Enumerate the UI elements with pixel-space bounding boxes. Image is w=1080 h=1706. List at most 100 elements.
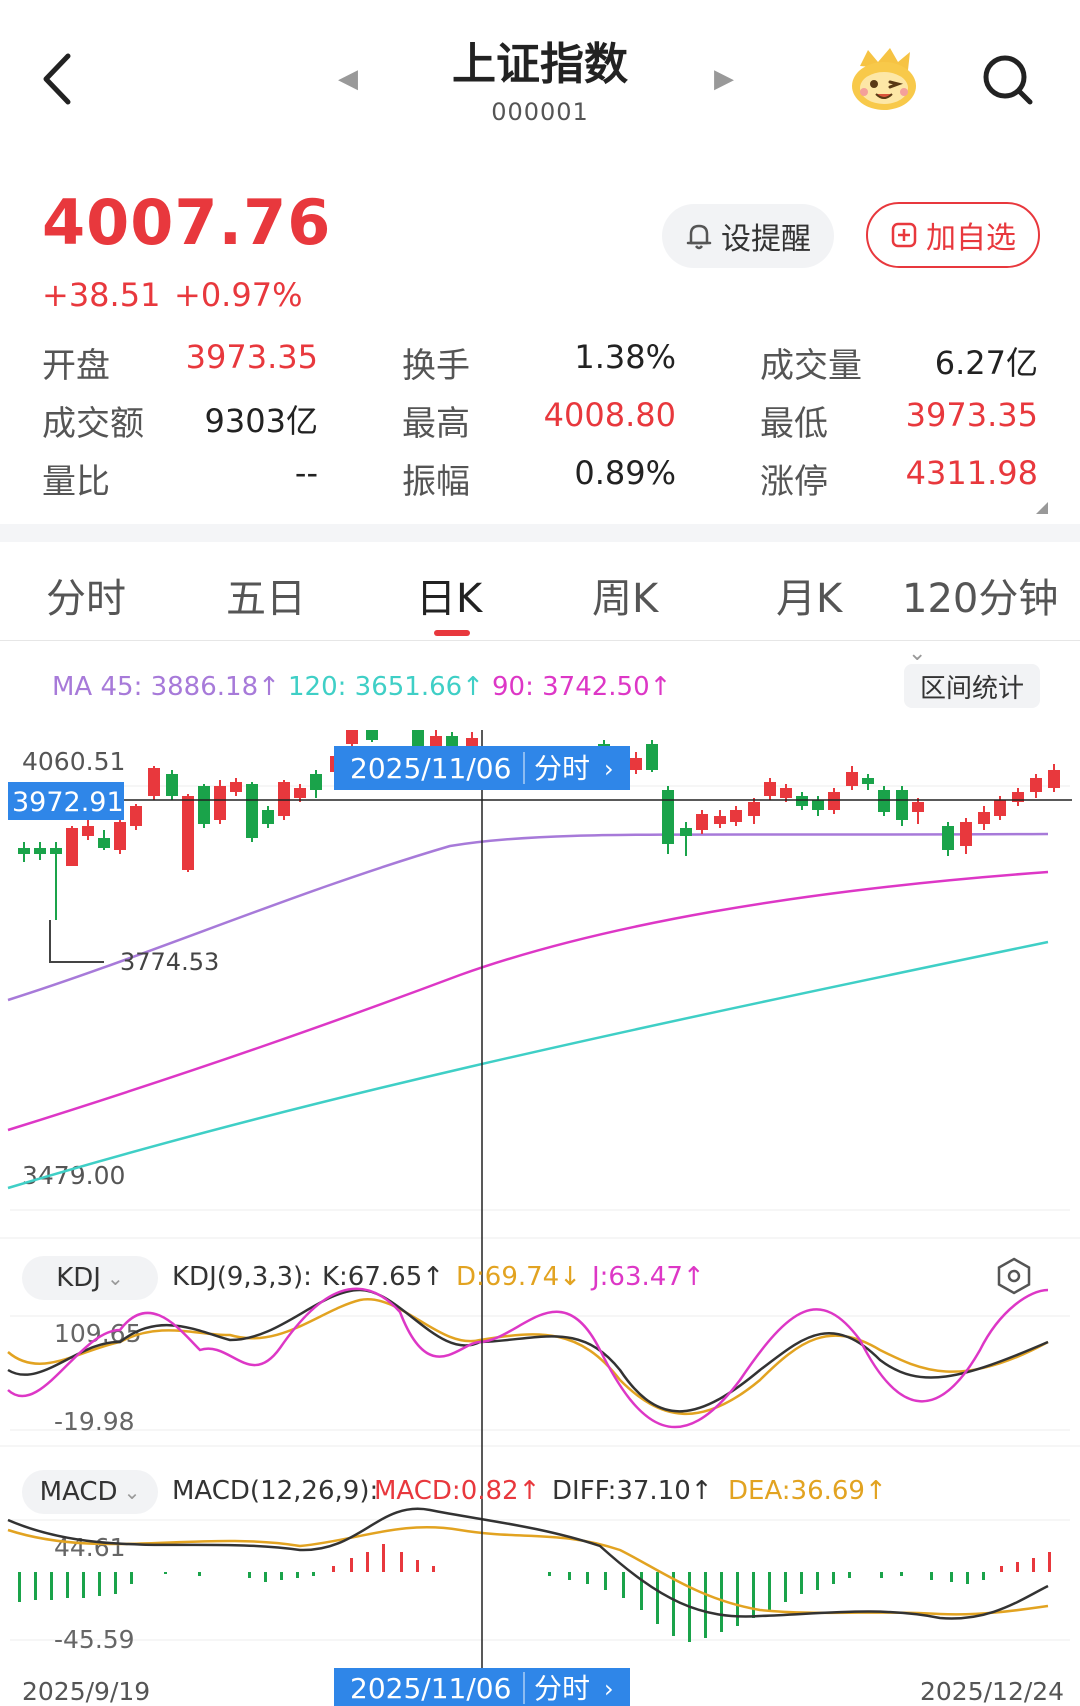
- kdj-k-value: K:67.65↑: [322, 1262, 445, 1292]
- indicator-settings-button[interactable]: [994, 1256, 1034, 1296]
- stat-label: 成交量: [760, 346, 862, 386]
- stat-value: 3973.35: [185, 338, 318, 376]
- next-index-arrow[interactable]: ▶: [714, 64, 734, 94]
- candle-body: [878, 790, 890, 812]
- cursor-date-tag-top[interactable]: 2025/11/06 分时 ›: [334, 746, 630, 790]
- macd-bar: [432, 1566, 435, 1572]
- macd-bar: [848, 1572, 851, 1578]
- chevron-down-icon: ⌄: [123, 1480, 141, 1504]
- macd-bar: [248, 1572, 251, 1578]
- candle-body: [1012, 792, 1024, 802]
- tab-120-minute[interactable]: 120分钟 ⌄: [902, 566, 1080, 670]
- candle-body: [346, 730, 358, 744]
- add-to-watchlist-button[interactable]: 加自选: [866, 202, 1040, 268]
- candle-body: [828, 792, 840, 810]
- tab-intraday[interactable]: 分时: [46, 576, 126, 622]
- macd-bar: [800, 1572, 803, 1594]
- cursor-intraday-link: 分时: [534, 752, 590, 785]
- bell-icon: [686, 224, 712, 250]
- cursor-date-tag-bottom[interactable]: 2025/11/06 分时 ›: [334, 1668, 630, 1706]
- tab-weekly-k[interactable]: 周K: [592, 576, 659, 622]
- tab-120-minute-label: 120分钟: [902, 576, 1059, 622]
- stock-chart-area[interactable]: 4060.51 3479.00 3774.53 109.65 -19.98 44…: [0, 730, 1080, 1706]
- stock-code: 000001: [491, 98, 589, 126]
- candle-body: [912, 802, 924, 812]
- macd-indicator-selector[interactable]: MACD ⌄: [22, 1470, 158, 1514]
- candle-body: [246, 784, 258, 838]
- macd-bar: [752, 1572, 755, 1618]
- tab-daily-k[interactable]: 日K: [416, 576, 483, 622]
- macd-bar: [66, 1572, 69, 1598]
- price-axis-max: 4060.51: [22, 747, 125, 776]
- expand-stats-corner[interactable]: [1036, 502, 1048, 514]
- kdj-indicator-selector[interactable]: KDJ ⌄: [22, 1256, 158, 1300]
- macd-dea-value: DEA:36.69↑: [728, 1476, 887, 1506]
- macd-bar: [880, 1572, 883, 1578]
- candle-body: [960, 822, 972, 846]
- stat-label: 换手: [402, 346, 470, 386]
- candle-body: [796, 796, 808, 806]
- candle-body: [994, 800, 1006, 816]
- kdj-params: KDJ(9,3,3):: [172, 1262, 312, 1292]
- ma45-line: [7, 832, 1049, 1002]
- candle-body: [18, 848, 30, 854]
- candle-body: [166, 774, 178, 796]
- macd-bar: [296, 1572, 299, 1578]
- price-change: +38.51: [42, 276, 161, 314]
- ma120-legend: 120: 3651.66↑: [288, 672, 484, 702]
- ma90-legend: 90: 3742.50↑: [492, 672, 672, 702]
- candle-body: [262, 810, 274, 824]
- stat-value: 4311.98: [905, 454, 1038, 492]
- kdj-j-value: J:63.47↑: [592, 1262, 705, 1292]
- tab-monthly-k[interactable]: 月K: [776, 576, 843, 622]
- macd-bar: [736, 1572, 739, 1626]
- search-icon: [983, 55, 1033, 105]
- macd-bar: [1000, 1566, 1003, 1572]
- macd-bar: [366, 1552, 369, 1572]
- macd-bar: [950, 1572, 953, 1582]
- cursor-date: 2025/11/06: [350, 1672, 511, 1705]
- tab-five-day[interactable]: 五日: [226, 576, 306, 622]
- low-marker-label: 3774.53: [120, 948, 219, 976]
- range-stats-button[interactable]: 区间统计: [904, 664, 1040, 708]
- chevron-right-icon: ›: [604, 755, 614, 783]
- candle-body: [680, 828, 692, 836]
- candle-body: [198, 786, 210, 824]
- kdj-d-value: D:69.74↓: [456, 1262, 581, 1292]
- macd-bar: [768, 1572, 771, 1612]
- macd-bar: [704, 1572, 707, 1638]
- add-to-watchlist-label: 加自选: [926, 221, 1016, 256]
- chevron-left-icon: [43, 53, 71, 105]
- section-divider: [0, 524, 1080, 542]
- stat-value: 3973.35: [905, 396, 1038, 434]
- candle-body: [662, 790, 674, 844]
- back-button[interactable]: [36, 52, 80, 106]
- macd-bar: [568, 1572, 571, 1580]
- macd-bar: [1032, 1558, 1035, 1572]
- macd-bar: [604, 1572, 607, 1590]
- macd-bar: [34, 1572, 37, 1600]
- candle-body: [1030, 778, 1042, 792]
- macd-bar: [114, 1572, 117, 1594]
- chevron-right-icon: ›: [604, 1675, 614, 1703]
- macd-bar: [50, 1572, 53, 1600]
- kdj-axis-min: -19.98: [54, 1407, 135, 1436]
- set-alert-button[interactable]: 设提醒: [662, 204, 834, 268]
- kdj-axis-max: 109.65: [54, 1319, 141, 1348]
- active-tab-indicator: [434, 630, 470, 636]
- candle-body: [98, 838, 110, 848]
- candle-body: [310, 774, 322, 790]
- previous-index-arrow[interactable]: ◀: [338, 64, 358, 94]
- macd-bar: [720, 1572, 723, 1632]
- candle-body: [780, 788, 792, 798]
- stat-value: 9303亿: [204, 402, 318, 440]
- search-button[interactable]: [980, 52, 1036, 108]
- macd-bar: [130, 1572, 133, 1584]
- date-axis-start: 2025/9/19: [22, 1677, 150, 1706]
- set-alert-label: 设提醒: [721, 222, 811, 257]
- current-price: 4007.76: [42, 186, 332, 259]
- candle-body: [412, 730, 424, 750]
- stat-label: 成交额: [42, 404, 144, 444]
- mascot-assistant[interactable]: [848, 44, 920, 112]
- candle-body: [748, 802, 760, 816]
